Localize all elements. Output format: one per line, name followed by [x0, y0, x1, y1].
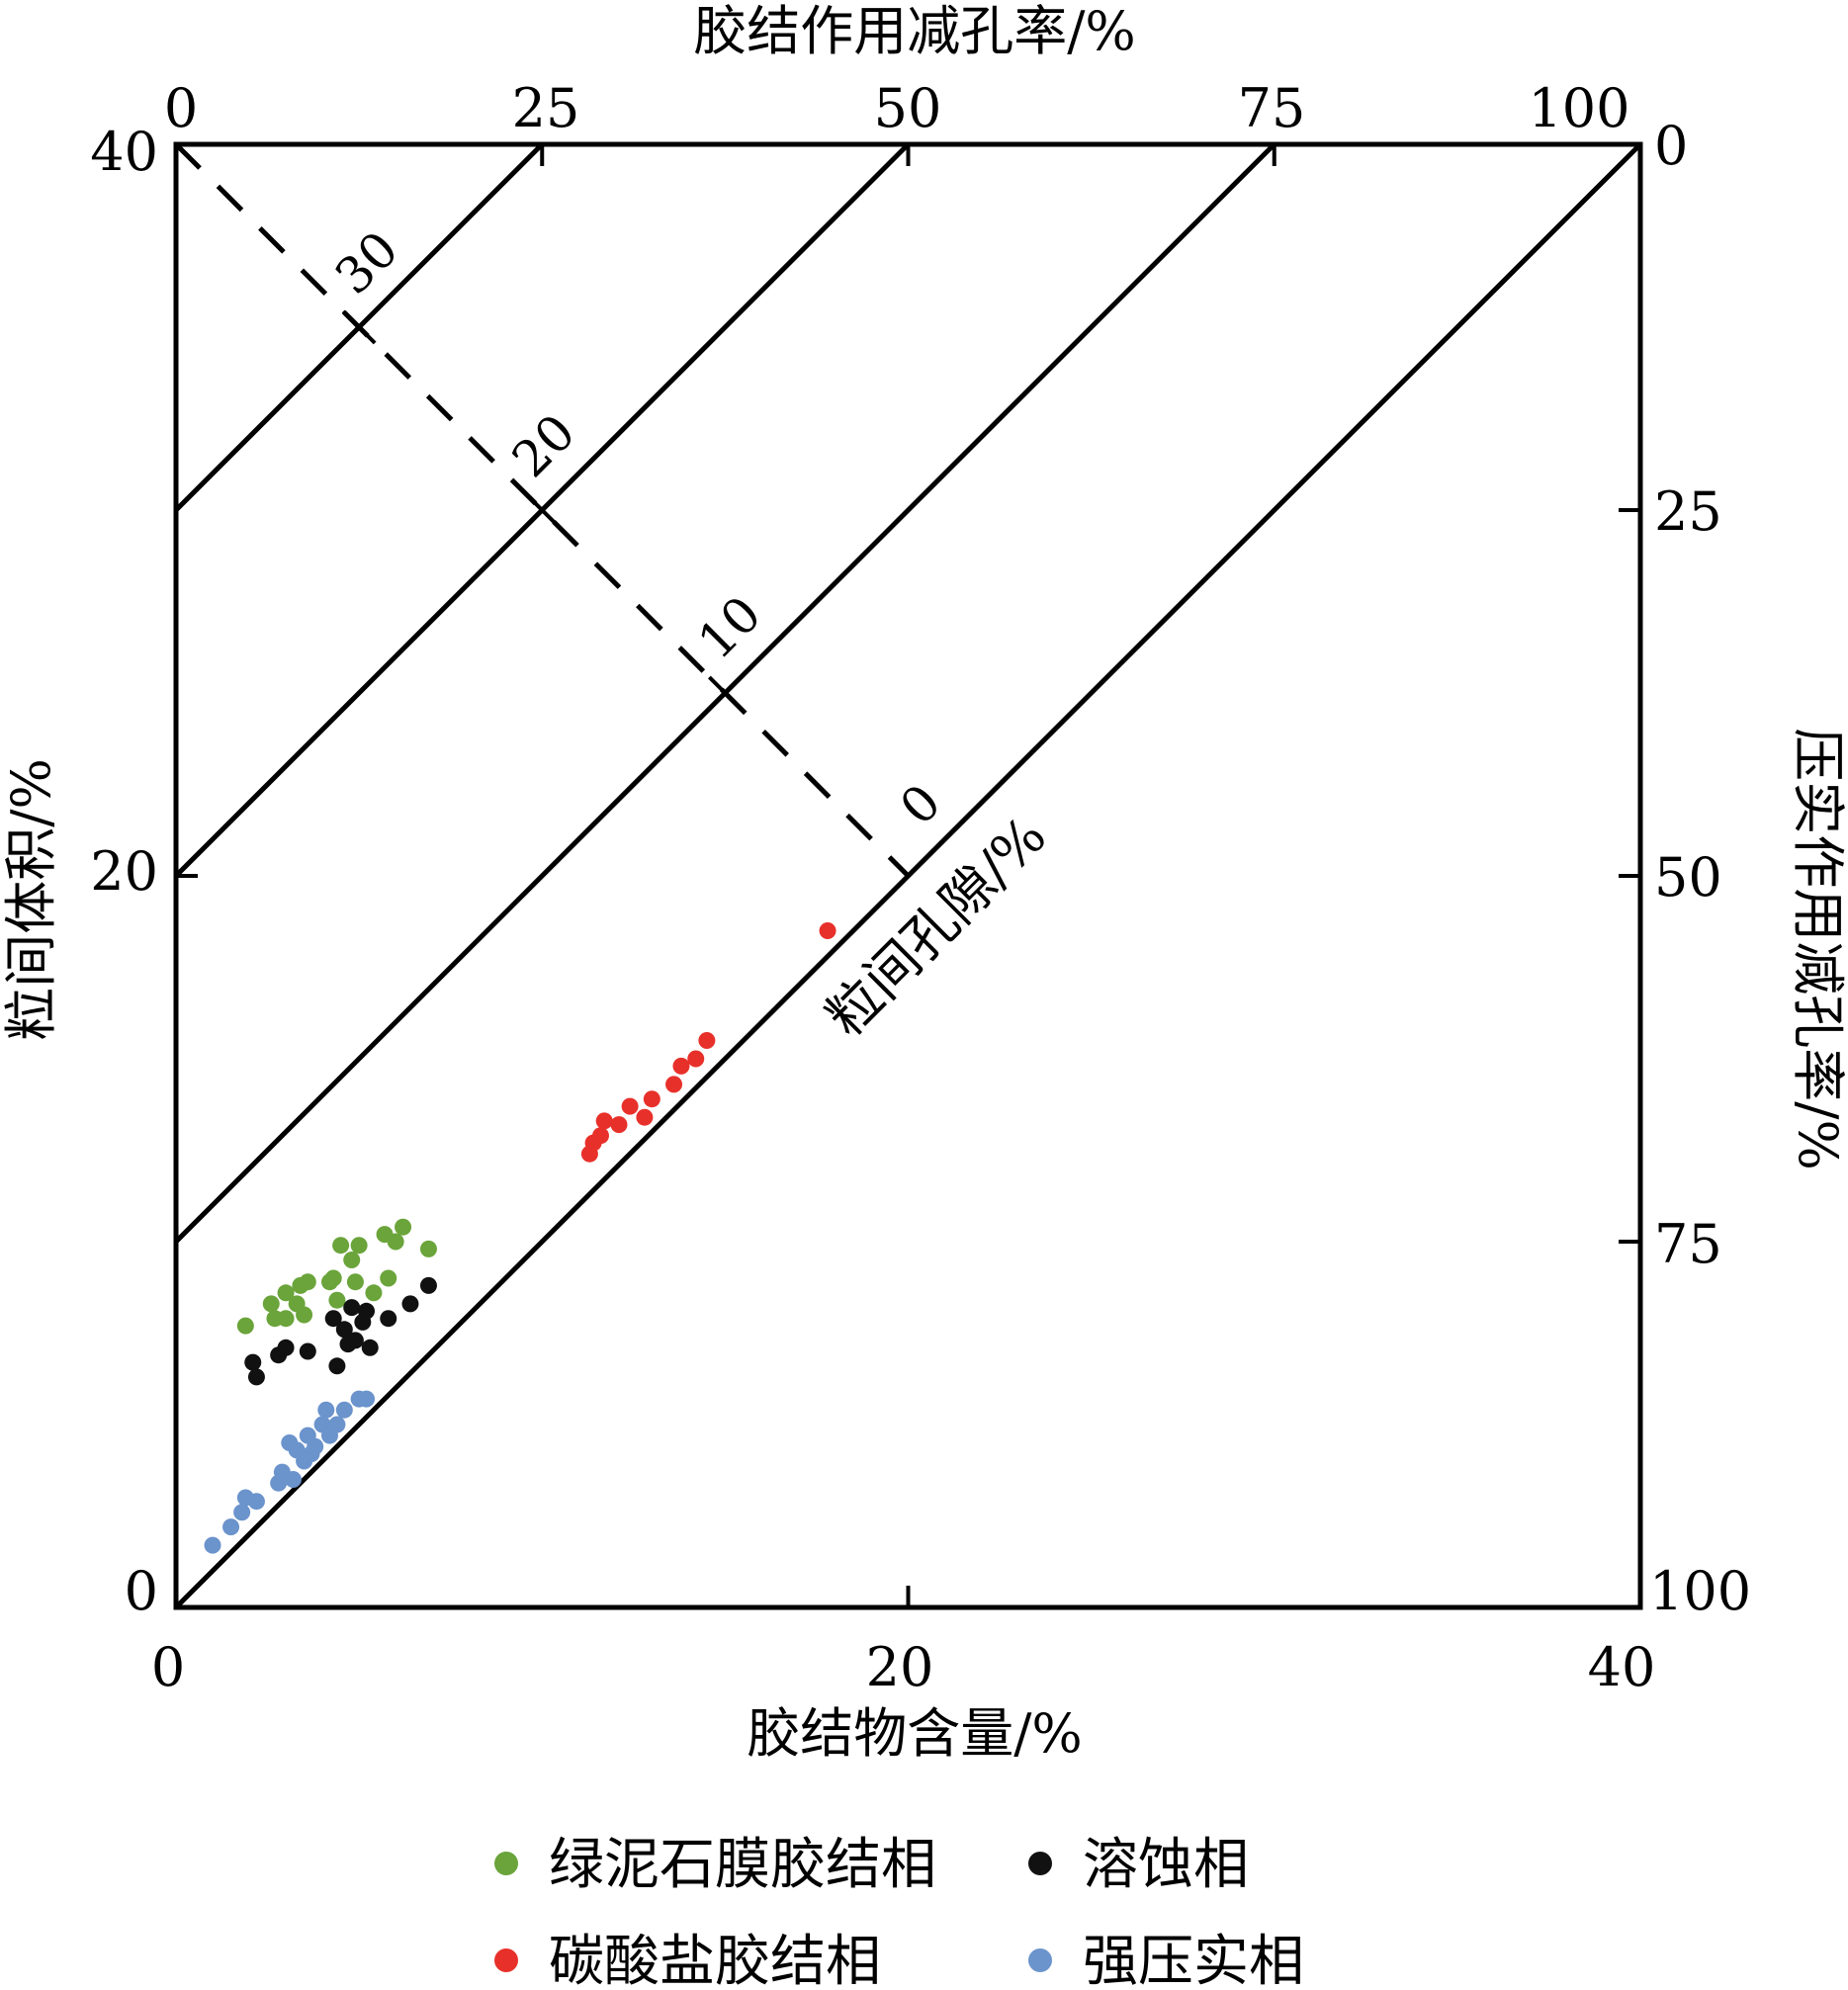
right-tick-label: 75 — [1654, 1213, 1722, 1275]
data-point — [358, 1390, 376, 1408]
data-point — [299, 1342, 316, 1360]
data-point — [419, 1276, 437, 1294]
top-tick-label: 25 — [512, 77, 580, 139]
data-point — [672, 1057, 690, 1075]
data-point — [665, 1076, 683, 1093]
legend-swatch — [1028, 1852, 1052, 1875]
data-point — [361, 1339, 379, 1356]
x-tick-label: 0 — [151, 1636, 185, 1698]
data-point — [350, 1237, 368, 1255]
top-axis-title: 胶结作用减孔率/% — [693, 0, 1136, 62]
y-axis-title: 粒间体积/% — [0, 758, 62, 1041]
x-tick-label: 20 — [866, 1636, 934, 1698]
guide-lines — [174, 142, 1642, 1609]
legend: 绿泥石膜胶结相 溶蚀相 碳酸盐胶结相 强压实相 — [494, 1833, 1304, 1990]
data-point — [317, 1401, 335, 1419]
data-point — [380, 1310, 397, 1328]
data-point — [380, 1269, 397, 1287]
right-axis-title: 压实作用减孔率/% — [1787, 728, 1848, 1170]
legend-swatch — [1028, 1948, 1052, 1972]
data-point — [233, 1504, 251, 1521]
data-point — [332, 1237, 350, 1255]
data-point — [307, 1437, 324, 1455]
top-tick-label: 0 — [164, 77, 198, 139]
data-point — [335, 1321, 353, 1339]
data-point — [346, 1332, 364, 1349]
data-point — [346, 1273, 364, 1291]
porosity-tick-mark — [707, 675, 743, 711]
data-point — [595, 1112, 613, 1130]
data-point — [284, 1471, 302, 1488]
top-tick-label: 50 — [874, 77, 942, 139]
data-point — [643, 1090, 660, 1108]
right-tick-label: 50 — [1654, 846, 1722, 908]
data-point — [335, 1401, 353, 1419]
x-tick-label: 40 — [1588, 1636, 1656, 1698]
data-point — [277, 1310, 295, 1328]
data-point — [343, 1299, 361, 1317]
porosity-tick-label: 0 — [889, 773, 952, 836]
right-tick-label: 25 — [1654, 480, 1722, 543]
legend-label: 溶蚀相 — [1083, 1833, 1249, 1897]
data-point — [819, 922, 836, 939]
data-point — [247, 1493, 265, 1511]
data-point — [324, 1269, 342, 1287]
right-tick-label: 100 — [1649, 1560, 1751, 1622]
data-point — [687, 1050, 705, 1068]
data-point — [401, 1295, 419, 1313]
data-point — [247, 1368, 265, 1386]
data-point — [299, 1273, 316, 1291]
right-tick-label: 0 — [1654, 115, 1688, 177]
data-point — [236, 1317, 254, 1335]
diagonal-axis-title: 粒间孔隙/% — [815, 805, 1058, 1048]
data-point — [395, 1218, 412, 1236]
data-point — [328, 1416, 346, 1433]
data-point — [277, 1284, 295, 1302]
data-points — [204, 922, 836, 1554]
legend-swatch — [494, 1852, 518, 1875]
y-tick-label: 0 — [125, 1560, 158, 1622]
porosity-tick-mark — [524, 492, 560, 528]
data-point — [262, 1295, 280, 1313]
legend-label: 绿泥石膜胶结相 — [549, 1833, 936, 1897]
data-point — [419, 1240, 437, 1257]
data-point — [591, 1127, 609, 1145]
data-point — [328, 1291, 346, 1309]
data-point — [324, 1310, 342, 1328]
data-point — [296, 1306, 313, 1324]
data-point — [621, 1097, 639, 1115]
data-point — [358, 1302, 376, 1320]
legend-label: 碳酸盐胶结相 — [549, 1930, 881, 1990]
data-point — [698, 1032, 716, 1049]
legend-label: 强压实相 — [1083, 1930, 1304, 1990]
tick-marks — [174, 142, 1642, 1609]
data-point — [610, 1116, 628, 1134]
legend-swatch — [494, 1948, 518, 1972]
porosity-tick-mark — [341, 309, 377, 345]
y-tick-label: 40 — [90, 121, 158, 183]
data-point — [328, 1357, 346, 1375]
porosity-axis-dashed-line — [174, 142, 911, 878]
data-point — [244, 1353, 262, 1371]
top-tick-label: 100 — [1528, 77, 1629, 139]
data-point — [365, 1284, 383, 1302]
data-point — [387, 1233, 404, 1251]
data-point — [277, 1339, 295, 1356]
y-tick-label: 20 — [90, 840, 158, 903]
data-point — [204, 1536, 221, 1554]
top-tick-label: 75 — [1238, 77, 1306, 139]
data-point — [636, 1108, 654, 1126]
data-point — [222, 1518, 240, 1536]
data-point — [343, 1252, 361, 1268]
x-axis-title: 胶结物含量/% — [747, 1702, 1083, 1765]
